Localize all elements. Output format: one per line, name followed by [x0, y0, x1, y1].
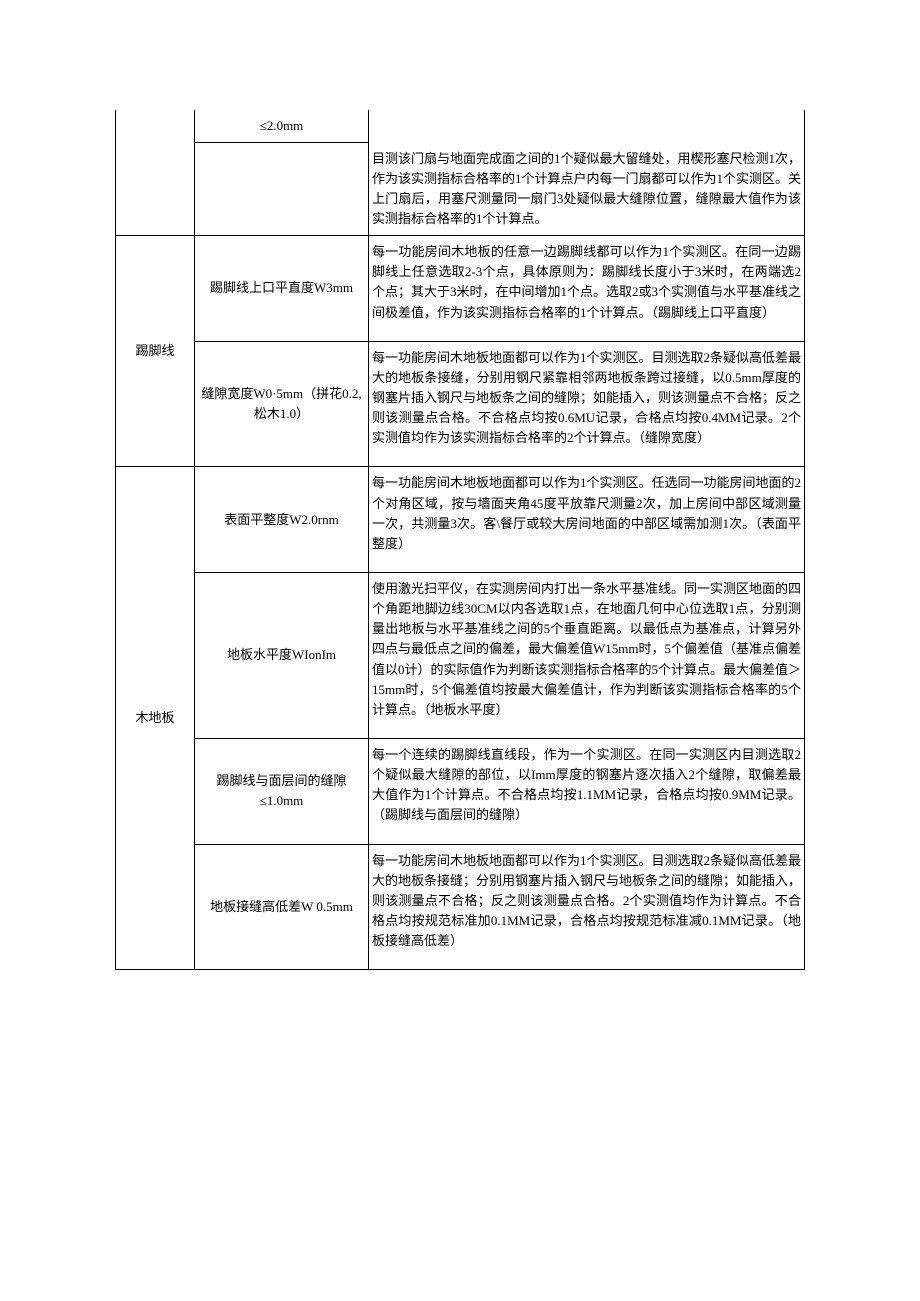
cell-desc: 每一功能房间木地板地面都可以作为1个实测区。目测选取2条疑似高低差最大的地板条接…	[369, 844, 805, 970]
cell-item: 踢脚线上口平直度W3mm	[195, 236, 369, 342]
table-row: ≤2.0mm	[116, 110, 805, 143]
cell-item: 缝隙宽度W0·5mm（拼花0.2,松木1.0）	[195, 341, 369, 467]
cell-desc: 每一功能房间木地板地面都可以作为1个实测区。任选同一功能房间地面的2个对角区域，…	[369, 467, 805, 573]
cell-category	[116, 110, 195, 143]
cell-item: 地板接缝高低差W 0.5mm	[195, 844, 369, 970]
document-page: ≤2.0mm 目测该门扇与地面完成面之间的1个疑似最大留缝处，用楔形塞尺检测1次…	[0, 0, 920, 1301]
cell-desc: 每一功能房间木地板的任意一边踢脚线都可以作为1个实测区。在同一边踢脚线上任意选取…	[369, 236, 805, 342]
cell-desc: 使用激光扫平仪，在实测房间内打出一条水平基准线。同一实测区地面的四个角距地脚边线…	[369, 573, 805, 739]
cell-item: ≤2.0mm	[195, 110, 369, 143]
table-row: 缝隙宽度W0·5mm（拼花0.2,松木1.0） 每一功能房间木地板地面都可以作为…	[116, 341, 805, 467]
table-row: 踢脚线 踢脚线上口平直度W3mm 每一功能房间木地板的任意一边踢脚线都可以作为1…	[116, 236, 805, 342]
table-row: 地板接缝高低差W 0.5mm 每一功能房间木地板地面都可以作为1个实测区。目测选…	[116, 844, 805, 970]
spec-table: ≤2.0mm 目测该门扇与地面完成面之间的1个疑似最大留缝处，用楔形塞尺检测1次…	[115, 110, 805, 970]
cell-category	[116, 143, 195, 236]
cell-desc: 每一个连续的踢脚线直线段，作为一个实测区。在同一实测区内目测选取2个疑似最大缝隙…	[369, 739, 805, 845]
cell-item: 表面平整度W2.0rnm	[195, 467, 369, 573]
cell-item: 踢脚线与面层间的缝隙≤1.0mm	[195, 739, 369, 845]
cell-desc: 每一功能房间木地板地面都可以作为1个实测区。目测选取2条疑似高低差最大的地板条接…	[369, 341, 805, 467]
table-row: 目测该门扇与地面完成面之间的1个疑似最大留缝处，用楔形塞尺检测1次，作为该实测指…	[116, 143, 805, 236]
cell-item	[195, 143, 369, 236]
table-row: 地板水平度WIonIm 使用激光扫平仪，在实测房间内打出一条水平基准线。同一实测…	[116, 573, 805, 739]
table-row: 踢脚线与面层间的缝隙≤1.0mm 每一个连续的踢脚线直线段，作为一个实测区。在同…	[116, 739, 805, 845]
cell-category: 木地板	[116, 467, 195, 970]
table-row: 木地板 表面平整度W2.0rnm 每一功能房间木地板地面都可以作为1个实测区。任…	[116, 467, 805, 573]
cell-desc	[369, 110, 805, 143]
cell-desc: 目测该门扇与地面完成面之间的1个疑似最大留缝处，用楔形塞尺检测1次，作为该实测指…	[369, 143, 805, 236]
cell-item: 地板水平度WIonIm	[195, 573, 369, 739]
cell-category: 踢脚线	[116, 236, 195, 467]
